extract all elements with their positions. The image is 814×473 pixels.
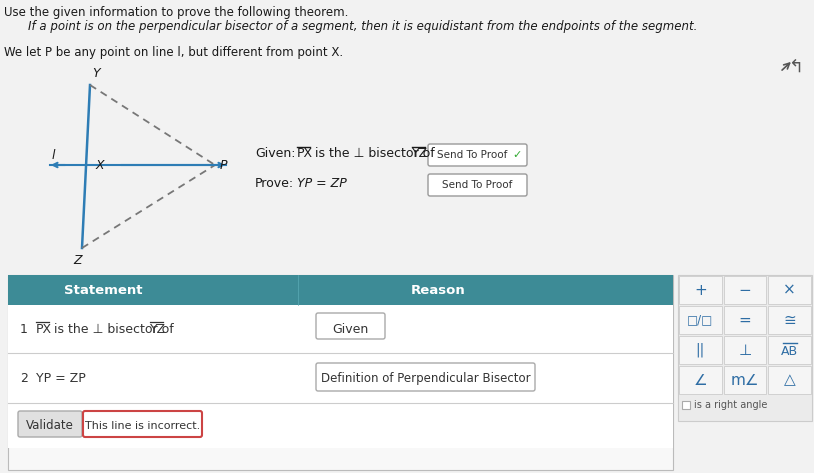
Text: PX: PX xyxy=(36,323,52,335)
Text: △: △ xyxy=(784,373,795,387)
Text: □/□: □/□ xyxy=(687,314,713,326)
Text: If a point is on the perpendicular bisector of a segment, then it is equidistant: If a point is on the perpendicular bisec… xyxy=(28,20,698,33)
FancyBboxPatch shape xyxy=(682,401,690,409)
Text: We let P be any point on line l, but different from point X.: We let P be any point on line l, but dif… xyxy=(4,46,344,59)
Text: ≅: ≅ xyxy=(783,313,796,327)
FancyBboxPatch shape xyxy=(724,306,766,334)
FancyBboxPatch shape xyxy=(678,275,812,421)
FancyBboxPatch shape xyxy=(8,353,673,403)
Text: Prove:: Prove: xyxy=(255,177,294,190)
Text: l: l xyxy=(51,149,55,161)
Text: m∠: m∠ xyxy=(731,373,759,387)
Text: is the ⊥ bisector of: is the ⊥ bisector of xyxy=(50,323,173,335)
Text: Y: Y xyxy=(92,67,99,80)
Text: +: + xyxy=(694,282,707,298)
Text: ×: × xyxy=(783,282,796,298)
FancyBboxPatch shape xyxy=(83,411,202,437)
FancyBboxPatch shape xyxy=(724,276,766,304)
Text: X: X xyxy=(95,158,104,172)
Text: 2: 2 xyxy=(20,371,28,385)
FancyBboxPatch shape xyxy=(679,336,722,364)
Text: −: − xyxy=(738,282,751,298)
Text: ⊥: ⊥ xyxy=(738,342,751,358)
Text: Send To Proof: Send To Proof xyxy=(437,150,508,160)
Text: Reason: Reason xyxy=(410,283,466,297)
Text: Given: Given xyxy=(332,323,369,335)
FancyBboxPatch shape xyxy=(8,403,673,448)
FancyBboxPatch shape xyxy=(768,276,811,304)
Text: YP = ZP: YP = ZP xyxy=(36,371,85,385)
Text: This line is incorrect.: This line is incorrect. xyxy=(85,420,200,430)
Text: YZ: YZ xyxy=(412,147,428,160)
FancyBboxPatch shape xyxy=(768,306,811,334)
FancyBboxPatch shape xyxy=(316,363,535,391)
Text: P: P xyxy=(220,158,227,172)
Text: Statement: Statement xyxy=(63,283,142,297)
FancyBboxPatch shape xyxy=(18,411,82,437)
FancyBboxPatch shape xyxy=(679,276,722,304)
FancyBboxPatch shape xyxy=(768,366,811,394)
Text: PX: PX xyxy=(297,147,313,160)
Text: ∠: ∠ xyxy=(694,373,707,387)
FancyBboxPatch shape xyxy=(724,366,766,394)
Text: YZ: YZ xyxy=(150,323,166,335)
Text: ↳: ↳ xyxy=(782,53,798,71)
Text: is the ⊥ bisector of: is the ⊥ bisector of xyxy=(311,147,435,160)
Text: Validate: Validate xyxy=(26,419,74,432)
FancyBboxPatch shape xyxy=(8,275,673,305)
Text: ✓: ✓ xyxy=(512,150,522,160)
Text: Send To Proof: Send To Proof xyxy=(442,180,513,190)
Text: Use the given information to prove the following theorem.: Use the given information to prove the f… xyxy=(4,6,348,19)
FancyBboxPatch shape xyxy=(8,275,673,470)
FancyBboxPatch shape xyxy=(8,305,673,353)
FancyBboxPatch shape xyxy=(768,336,811,364)
Text: 1: 1 xyxy=(20,323,28,335)
Text: Z: Z xyxy=(74,254,82,267)
FancyBboxPatch shape xyxy=(724,336,766,364)
Text: Given:: Given: xyxy=(255,147,295,160)
Text: YP = ZP: YP = ZP xyxy=(297,177,347,190)
Text: Definition of Perpendicular Bisector: Definition of Perpendicular Bisector xyxy=(321,371,530,385)
Text: is a right angle: is a right angle xyxy=(694,400,768,410)
FancyBboxPatch shape xyxy=(428,174,527,196)
Text: =: = xyxy=(738,313,751,327)
Text: AB: AB xyxy=(781,344,799,358)
Text: ||: || xyxy=(696,343,705,357)
FancyBboxPatch shape xyxy=(428,144,527,166)
FancyBboxPatch shape xyxy=(316,313,385,339)
FancyBboxPatch shape xyxy=(679,366,722,394)
FancyBboxPatch shape xyxy=(679,306,722,334)
